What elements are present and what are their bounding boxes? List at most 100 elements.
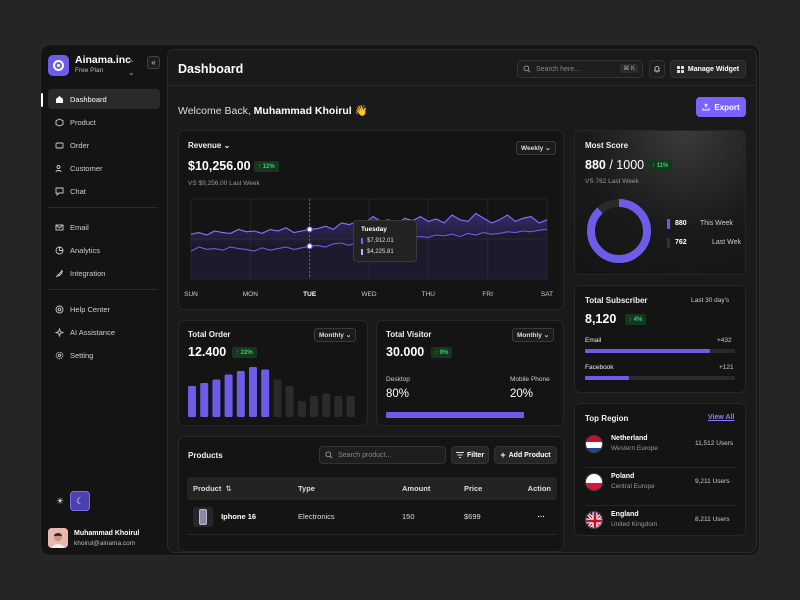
revenue-period-select[interactable]: Weekly ⌄ bbox=[516, 141, 556, 155]
revenue-title[interactable]: Revenue ⌄ bbox=[188, 141, 230, 150]
sidebar-item-ai-assistance[interactable]: AI Assistance bbox=[48, 322, 160, 342]
column-header-price: Price bbox=[458, 477, 518, 500]
export-button[interactable]: Export bbox=[696, 97, 746, 117]
users-icon bbox=[55, 164, 64, 173]
plug-icon bbox=[55, 269, 64, 278]
top-region-title: Top Region bbox=[585, 414, 629, 423]
region-users: 11,512 Users bbox=[695, 440, 734, 447]
sidebar: Ainama.inc Free Plan ⌃ ⌄ « Dashboard Prod… bbox=[41, 45, 167, 555]
sidebar-item-customer[interactable]: Customer bbox=[48, 158, 160, 178]
table-header-row: Product ⇅ Type Amount Price Action bbox=[187, 477, 557, 500]
subscriber-value: 8,120 bbox=[585, 312, 617, 326]
this-week-value: 880 bbox=[675, 220, 687, 227]
collapse-sidebar-button[interactable]: « bbox=[147, 56, 160, 69]
email-delta: +432 bbox=[717, 337, 732, 344]
sidebar-divider bbox=[48, 289, 158, 290]
total-order-card: Total Order Monthly ⌄ 12.400 ↑ 22% bbox=[178, 320, 368, 426]
most-score-value: 880 / 1000 bbox=[585, 158, 644, 172]
brand[interactable]: Ainama.inc Free Plan ⌃ ⌄ bbox=[48, 53, 160, 77]
sidebar-item-order[interactable]: Order bbox=[48, 135, 160, 155]
product-search-input[interactable]: Search product... bbox=[319, 446, 446, 464]
sidebar-item-analytics[interactable]: Analytics bbox=[48, 240, 160, 260]
sidebar-item-dashboard[interactable]: Dashboard bbox=[48, 89, 160, 109]
sidebar-item-product[interactable]: Product bbox=[48, 112, 160, 132]
subscriber-period: Last 30 day's bbox=[691, 297, 730, 304]
product-thumbnail bbox=[193, 506, 213, 527]
day-label-thu: THU bbox=[421, 291, 435, 298]
day-label-mon: MON bbox=[242, 291, 258, 298]
region-row-netherland[interactable]: Netherland Western Europe 11,512 Users bbox=[585, 431, 735, 459]
uk-flag-icon bbox=[585, 511, 603, 529]
topbar: Dashboard Search here... ⌘ K Manage Widg… bbox=[168, 50, 756, 86]
sparkle-icon bbox=[55, 327, 64, 337]
sun-icon[interactable]: ☀ bbox=[55, 495, 65, 506]
shortcut-hint: ⌘ K bbox=[620, 64, 638, 73]
table-row[interactable]: Iphone 16 Electronics 150 $699 ··· bbox=[187, 500, 557, 535]
sidebar-item-chat[interactable]: Chat bbox=[48, 181, 160, 201]
region-row-poland[interactable]: Poland Central Europe 9,211 Users bbox=[585, 469, 735, 497]
score-arc bbox=[587, 199, 651, 263]
order-bar bbox=[297, 401, 306, 417]
pie-chart-icon bbox=[55, 246, 64, 255]
region-subregion: United Kingdom bbox=[611, 521, 658, 528]
column-header-product[interactable]: Product ⇅ bbox=[187, 477, 292, 500]
chevron-down-icon: ⌄ bbox=[545, 145, 551, 152]
facebook-bar bbox=[585, 376, 629, 380]
sidebar-item-label: Integration bbox=[70, 268, 106, 278]
gear-icon bbox=[55, 351, 64, 360]
order-bar bbox=[236, 371, 245, 417]
region-row-england[interactable]: England United Kingdom 8,211 Users bbox=[585, 507, 735, 535]
region-name: Netherland bbox=[611, 435, 648, 442]
sidebar-item-setting[interactable]: Setting bbox=[48, 345, 160, 365]
product-amount: 150 bbox=[396, 500, 458, 535]
this-week-swatch bbox=[667, 219, 670, 229]
row-actions-button[interactable]: ··· bbox=[518, 500, 557, 535]
grid-icon bbox=[676, 65, 684, 73]
avatar bbox=[48, 528, 68, 548]
sidebar-item-label: Customer bbox=[70, 163, 103, 173]
score-donut bbox=[587, 199, 651, 263]
order-period-select[interactable]: Monthly ⌄ bbox=[314, 328, 357, 342]
region-name: Poland bbox=[611, 473, 635, 480]
brand-logo-icon bbox=[48, 54, 69, 76]
products-table: Product ⇅ Type Amount Price Action Ip bbox=[187, 477, 557, 535]
user-name: Muhammad Khoirul bbox=[74, 529, 140, 537]
order-bar bbox=[334, 396, 343, 417]
sidebar-item-label: Dashboard bbox=[70, 94, 107, 104]
welcome-name: Muhammad Khoirul bbox=[253, 105, 352, 117]
user-profile[interactable]: Muhammad Khoirul khoirul@ainama.com bbox=[48, 528, 139, 548]
column-header-type: Type bbox=[292, 477, 396, 500]
bell-icon bbox=[654, 66, 660, 73]
add-product-button[interactable]: + Add Product bbox=[494, 446, 557, 464]
day-label-tue: TUE bbox=[303, 291, 317, 298]
moon-icon[interactable]: ☾ bbox=[70, 491, 90, 511]
sidebar-item-email[interactable]: Email bbox=[48, 217, 160, 237]
theme-toggle[interactable]: ☀ ☾ bbox=[50, 491, 92, 511]
top-region-card: Top Region View All Netherland Western E… bbox=[574, 403, 746, 536]
hover-point-upper bbox=[306, 226, 313, 233]
welcome-prefix: Welcome Back, bbox=[178, 105, 251, 117]
total-subscriber-card: Total Subscriber Last 30 day's 8,120 ↑ 4… bbox=[574, 285, 746, 393]
product-cell: Iphone 16 bbox=[187, 500, 292, 535]
search-input[interactable]: Search here... ⌘ K bbox=[517, 60, 643, 78]
manage-widget-button[interactable]: Manage Widget bbox=[670, 60, 746, 78]
notification-button[interactable] bbox=[649, 60, 665, 78]
chevron-updown-icon[interactable]: ⌃ ⌄ bbox=[128, 59, 135, 77]
region-divider bbox=[585, 505, 737, 506]
home-icon bbox=[55, 95, 64, 104]
sidebar-item-integration[interactable]: Integration bbox=[48, 263, 160, 283]
user-email: khoirul@ainama.com bbox=[74, 539, 136, 547]
filter-button[interactable]: Filter bbox=[451, 446, 489, 464]
double-chevron-left-icon: « bbox=[151, 58, 156, 67]
chevron-down-icon: ⌄ bbox=[223, 141, 231, 150]
sidebar-item-label: Chat bbox=[70, 186, 86, 196]
view-all-link[interactable]: View All bbox=[708, 414, 735, 421]
tooltip-value-1: $7,912.01 bbox=[367, 238, 394, 244]
total-order-value: 12.400 bbox=[188, 345, 227, 359]
sidebar-item-help-center[interactable]: Help Center bbox=[48, 299, 160, 319]
visitor-period-select[interactable]: Monthly ⌄ bbox=[512, 328, 555, 342]
chevron-down-icon: ⌄ bbox=[345, 332, 352, 339]
box-icon bbox=[55, 117, 64, 127]
sidebar-item-label: Setting bbox=[70, 350, 94, 360]
column-header-action: Action bbox=[518, 477, 557, 500]
